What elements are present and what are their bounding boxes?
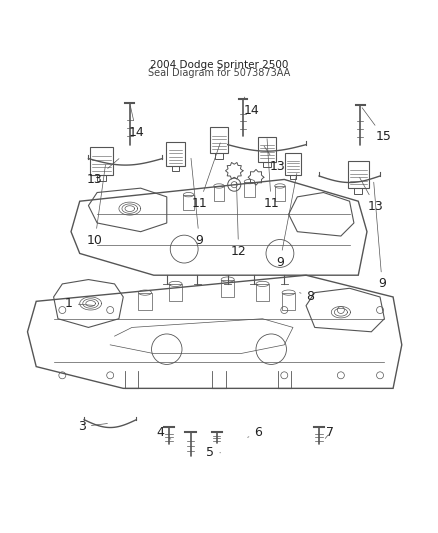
Text: 14: 14 [244,97,260,117]
Text: 9: 9 [276,173,297,269]
Text: 4: 4 [156,426,171,439]
Bar [221,279,234,297]
Text: 10: 10 [87,165,106,247]
Bar [244,182,254,197]
Bar [138,293,152,310]
Text: 8: 8 [300,290,314,303]
Text: 11: 11 [263,139,279,210]
Bar [263,162,271,167]
Bar [348,161,369,188]
Bar [172,166,179,171]
Text: Seal Diagram for 5073873AA: Seal Diagram for 5073873AA [148,68,290,78]
Bar [214,186,224,201]
Text: 13: 13 [360,177,384,213]
Bar [275,186,285,201]
Text: 14: 14 [128,106,144,139]
Bar [215,154,223,158]
Text: 3: 3 [78,420,107,433]
Text: 12: 12 [231,182,247,258]
Text: 13: 13 [264,146,286,173]
Text: 7: 7 [325,426,334,439]
Bar [97,175,106,181]
Text: 15: 15 [362,108,392,143]
Text: 11: 11 [191,143,220,210]
Text: 9: 9 [191,158,203,247]
Text: 5: 5 [206,446,221,459]
Bar [184,195,194,210]
Bar [290,175,296,180]
Bar [90,147,113,175]
Bar [166,142,185,166]
Bar [169,284,182,301]
Bar [282,293,295,310]
Bar [354,188,363,193]
Text: 1: 1 [65,297,94,310]
Text: 9: 9 [374,182,386,290]
Text: 13: 13 [87,159,119,186]
Bar [256,284,269,301]
Text: 2004 Dodge Sprinter 2500: 2004 Dodge Sprinter 2500 [150,60,288,70]
Bar [210,127,228,154]
Bar [258,137,276,162]
Bar [285,154,301,175]
Text: 6: 6 [247,426,262,439]
